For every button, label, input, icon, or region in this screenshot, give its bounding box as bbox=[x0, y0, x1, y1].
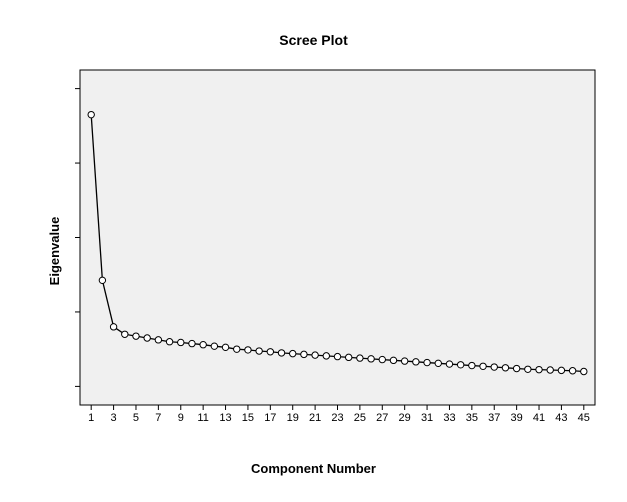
x-tick-label: 23 bbox=[331, 412, 343, 424]
x-tick-label: 27 bbox=[376, 412, 388, 424]
x-tick-label: 17 bbox=[264, 412, 276, 424]
x-tick-label: 19 bbox=[287, 412, 299, 424]
x-tick-label: 9 bbox=[178, 412, 184, 424]
x-tick-label: 29 bbox=[399, 412, 411, 424]
x-tick-label: 37 bbox=[488, 412, 500, 424]
scree-plot-svg bbox=[0, 0, 627, 502]
x-tick-label: 11 bbox=[197, 412, 208, 424]
x-tick-label: 39 bbox=[511, 412, 523, 424]
x-tick-label: 15 bbox=[242, 412, 254, 424]
x-tick-label: 5 bbox=[133, 412, 139, 424]
x-tick-label: 41 bbox=[533, 412, 545, 424]
x-tick-label: 7 bbox=[155, 412, 161, 424]
x-tick-label: 45 bbox=[578, 412, 590, 424]
x-tick-label: 3 bbox=[111, 412, 117, 424]
x-tick-label: 13 bbox=[219, 412, 231, 424]
x-tick-label: 33 bbox=[443, 412, 455, 424]
x-tick-label: 43 bbox=[555, 412, 567, 424]
x-tick-label: 35 bbox=[466, 412, 478, 424]
x-tick-label: 25 bbox=[354, 412, 366, 424]
x-tick-label: 21 bbox=[309, 412, 321, 424]
x-tick-label: 1 bbox=[88, 412, 94, 424]
chart-container: Scree Plot Eigenvalue Component Number 0… bbox=[0, 0, 627, 502]
x-tick-label: 31 bbox=[421, 412, 433, 424]
